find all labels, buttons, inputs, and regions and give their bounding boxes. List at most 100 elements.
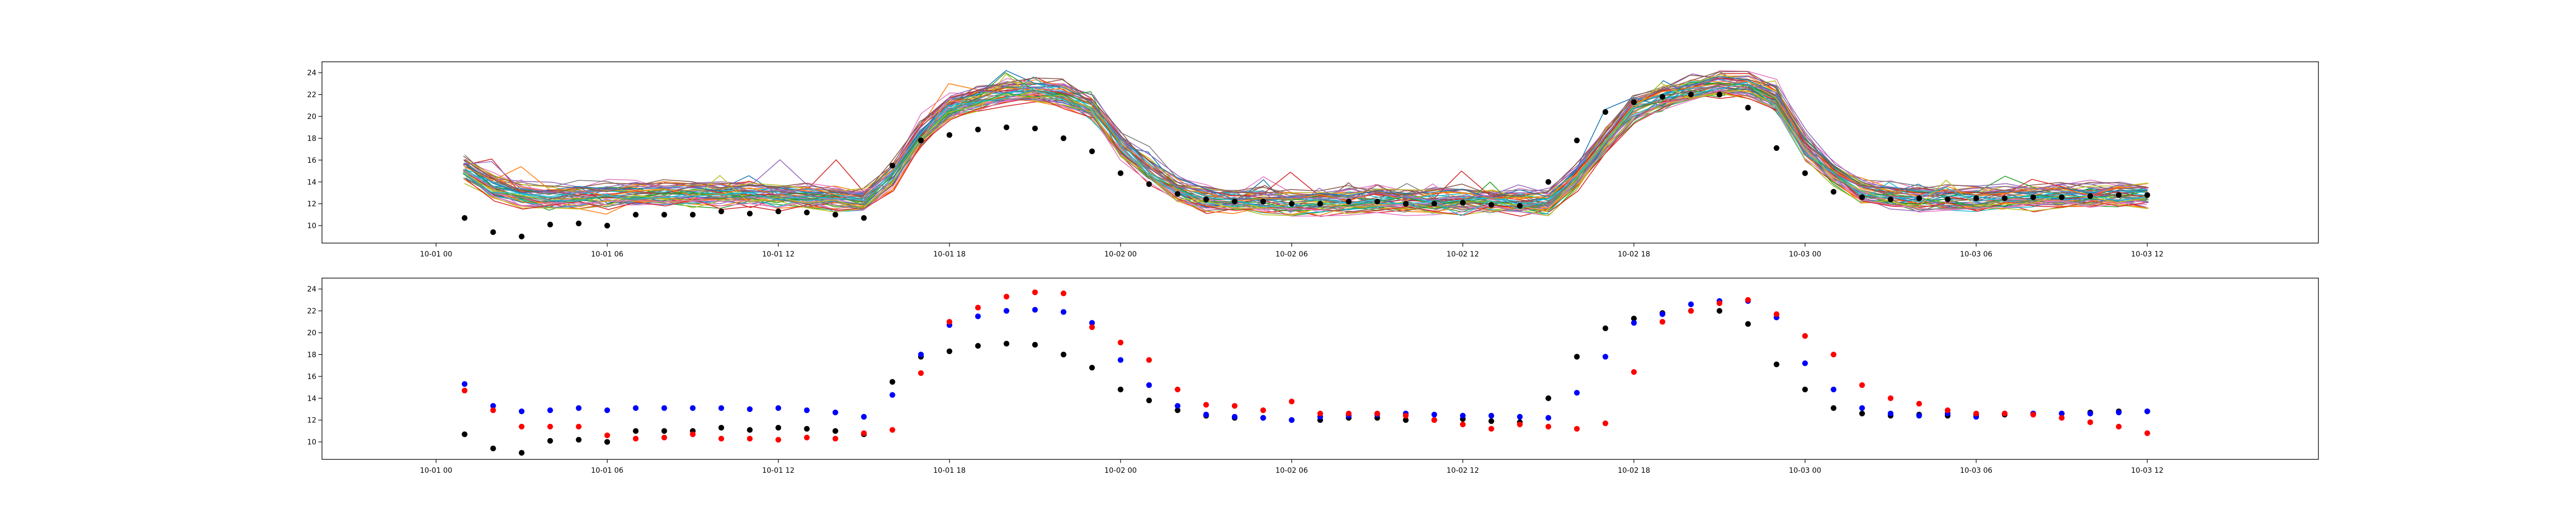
scatter-point-series-2 xyxy=(1488,426,1495,432)
y-tick-label: 16 xyxy=(307,373,316,381)
scatter-point-series-1 xyxy=(633,405,639,411)
scatter-point-series-2 xyxy=(462,387,468,393)
scatter-point-series-2 xyxy=(661,435,667,441)
scatter-point-series-1 xyxy=(747,406,753,412)
scatter-point-series-2 xyxy=(604,432,611,438)
scatter-point-series-0 xyxy=(1802,386,1808,392)
observation-point xyxy=(1460,200,1466,206)
ensemble-member-line xyxy=(464,81,2147,202)
scatter-point-series-1 xyxy=(1231,414,1238,420)
scatter-point-series-2 xyxy=(2116,423,2122,430)
scatter-point-series-0 xyxy=(633,428,639,434)
scatter-point-series-0 xyxy=(1117,386,1124,392)
observation-point xyxy=(775,209,782,215)
scatter-point-series-2 xyxy=(775,437,782,443)
scatter-point-series-1 xyxy=(1488,413,1495,419)
scatter-point-series-0 xyxy=(1004,340,1010,347)
scatter-point-series-1 xyxy=(975,313,981,319)
scatter-point-series-2 xyxy=(1374,410,1380,417)
scatter-point-series-0 xyxy=(946,348,953,354)
scatter-point-series-1 xyxy=(1460,413,1466,419)
ensemble-member-line xyxy=(463,89,2147,211)
scatter-point-series-2 xyxy=(1460,421,1466,427)
y-tick-label: 14 xyxy=(307,394,316,403)
scatter-point-series-2 xyxy=(1203,402,1209,408)
x-tick-label: 10-02 12 xyxy=(1447,467,1479,475)
plot-area xyxy=(462,70,2150,239)
scatter-point-series-1 xyxy=(1004,308,1010,314)
scatter-point-series-0 xyxy=(1032,341,1038,348)
scatter-point-series-2 xyxy=(832,436,838,442)
scatter-point-series-1 xyxy=(575,405,582,411)
scatter-point-series-2 xyxy=(975,304,981,311)
x-tick-label: 10-01 00 xyxy=(420,250,452,259)
ensemble-member-line xyxy=(465,84,2148,205)
scatter-point-series-0 xyxy=(975,342,981,349)
observation-point xyxy=(462,215,468,221)
y-tick-label: 10 xyxy=(307,222,316,230)
y-axis: 10 12 14 16 18 20 22 24 xyxy=(307,285,322,447)
scatter-point-series-2 xyxy=(2144,430,2150,436)
ensemble-member-line xyxy=(463,82,2146,212)
scatter-point-series-1 xyxy=(462,381,468,387)
scatter-point-series-2 xyxy=(2059,415,2065,421)
ensemble-member-line xyxy=(465,91,2149,216)
observation-point xyxy=(1117,170,1124,176)
observation-point xyxy=(1289,201,1295,207)
observation-point xyxy=(2087,193,2093,199)
scatter-point-series-0 xyxy=(1488,418,1495,424)
observation-point xyxy=(1374,198,1380,204)
x-tick-label: 10-02 00 xyxy=(1105,467,1137,475)
plot-area xyxy=(462,289,2150,456)
scatter-point-series-1 xyxy=(1802,360,1808,366)
scatter-point-series-2 xyxy=(1431,417,1437,423)
ensemble-member-line xyxy=(463,82,2146,216)
scatter-point-series-2 xyxy=(1688,308,1694,314)
scatter-point-series-1 xyxy=(2087,410,2093,417)
scatter-point-series-2 xyxy=(918,370,924,376)
scatter-point-series-2 xyxy=(804,435,810,441)
scatter-point-series-2 xyxy=(1916,401,1922,407)
scatter-point-series-0 xyxy=(1831,405,1837,411)
ensemble-member-line xyxy=(463,79,2146,202)
scatter-point-series-0 xyxy=(462,431,468,437)
y-tick-label: 22 xyxy=(307,91,316,99)
observation-point xyxy=(1859,194,1865,200)
scatter-point-series-1 xyxy=(1203,411,1209,418)
scatter-point-series-2 xyxy=(1717,300,1722,306)
x-tick-label: 10-03 12 xyxy=(2131,467,2163,475)
scatter-point-series-2 xyxy=(2030,411,2036,418)
observation-point xyxy=(604,222,611,229)
observation-point xyxy=(1175,191,1181,197)
scatter-point-series-0 xyxy=(547,438,553,444)
observation-point xyxy=(1545,179,1551,185)
observation-point xyxy=(1631,99,1637,105)
observation-point xyxy=(1888,196,1894,202)
scatter-point-series-1 xyxy=(690,405,696,411)
ensemble-plot: 10-01 00 10-01 06 10-01 12 10-01 18 10-02 00… xyxy=(307,61,2319,259)
scatter-point-series-1 xyxy=(1060,309,1066,315)
scatter-point-series-2 xyxy=(747,436,753,442)
scatter-point-series-0 xyxy=(1146,397,1152,403)
observation-point xyxy=(1060,135,1066,141)
scatter-point-series-2 xyxy=(1973,410,1979,417)
scatter-point-series-2 xyxy=(1659,319,1666,325)
ensemble-member-line xyxy=(463,81,2146,210)
scatter-point-series-2 xyxy=(1289,399,1295,405)
observation-point xyxy=(547,221,553,228)
x-tick-label: 10-02 12 xyxy=(1447,250,1479,259)
observation-point xyxy=(1745,105,1751,111)
y-tick-label: 22 xyxy=(307,307,316,316)
x-tick-label: 10-01 12 xyxy=(762,250,794,259)
scatter-point-series-0 xyxy=(575,437,582,443)
x-tick-label: 10-02 00 xyxy=(1105,250,1137,259)
observation-point xyxy=(1802,170,1808,176)
scatter-point-series-2 xyxy=(1004,294,1010,300)
observation-point xyxy=(1688,92,1694,98)
observation-point xyxy=(1602,109,1608,115)
observation-point xyxy=(718,209,724,215)
scatter-point-series-2 xyxy=(1146,357,1152,363)
scatter-point-series-2 xyxy=(1231,403,1238,409)
x-tick-label: 10-01 18 xyxy=(933,467,965,475)
